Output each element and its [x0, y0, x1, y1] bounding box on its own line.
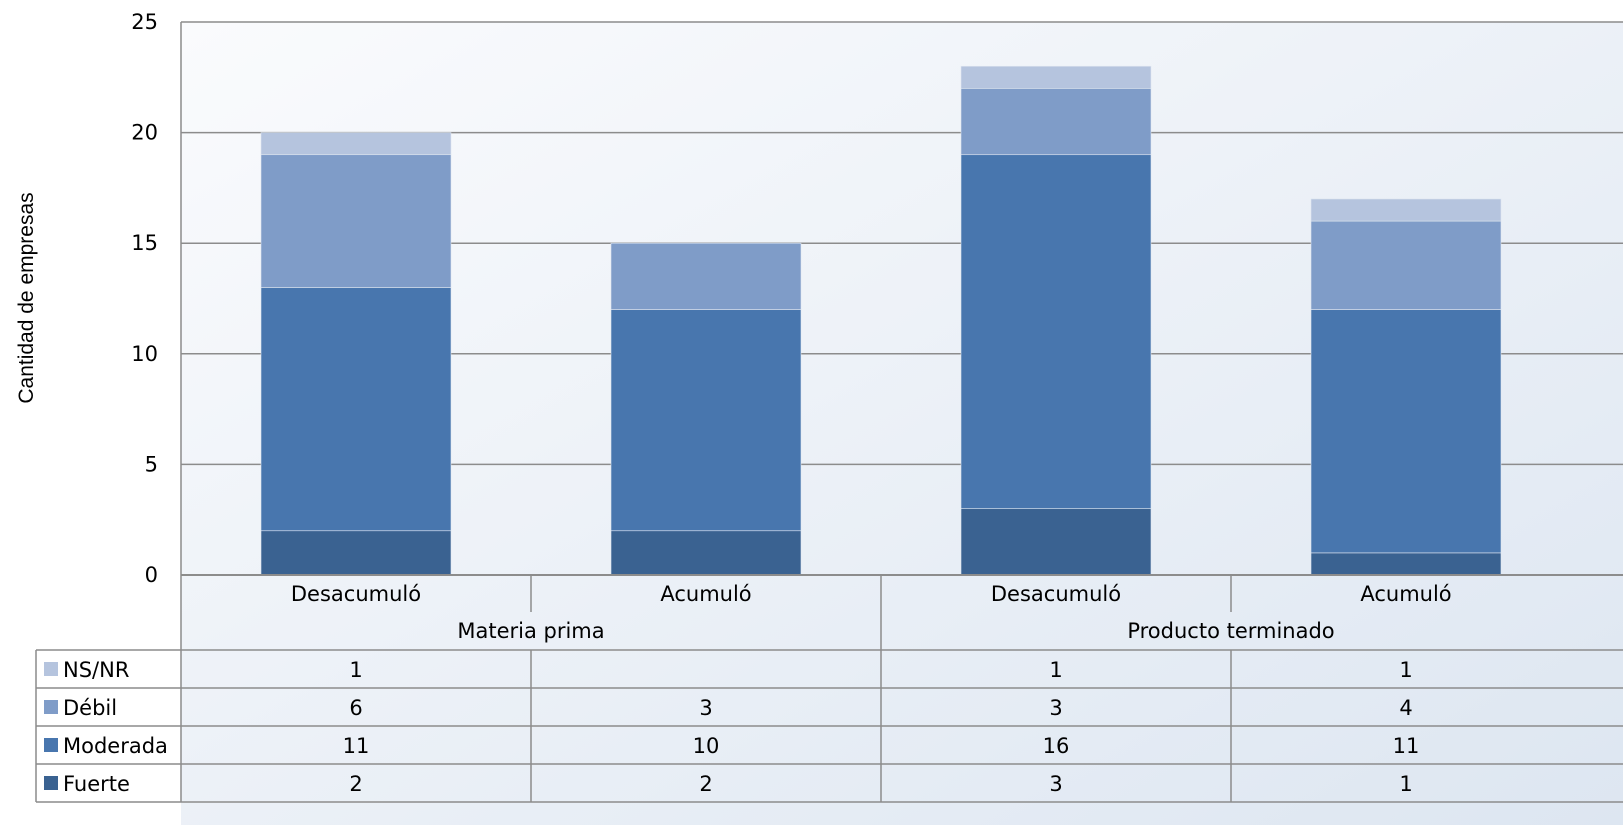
bar-segment-ns-nr [260, 132, 452, 156]
bar-segment-ns-nr [1310, 198, 1502, 222]
x-category-label: Desacumuló [991, 582, 1121, 606]
legend-label-moderada: Moderada [63, 734, 168, 758]
legend-swatch-fuerte [44, 776, 58, 790]
x-group-label: Materia prima [457, 619, 604, 643]
legend-label-ns-nr: NS/NR [63, 658, 129, 682]
bar-segment-moderada [1310, 309, 1502, 554]
y-axis-label: Cantidad de empresas [15, 192, 38, 403]
data-label: 1 [1049, 658, 1062, 682]
data-label: 3 [1049, 696, 1062, 720]
data-label: 1 [1399, 772, 1412, 796]
bars [260, 65, 1502, 576]
legend-label-d-bil: Débil [63, 696, 117, 720]
bar-segment-moderada [960, 154, 1152, 509]
y-tick-label: 25 [131, 10, 158, 34]
data-table: Desacumuló Acumuló Desacumuló Acumuló Materi… [35, 574, 1623, 803]
x-category-label: Acumuló [660, 582, 751, 606]
bar-segment-fuerte [260, 530, 452, 576]
y-tick-label: 15 [131, 231, 158, 255]
data-label: 11 [1393, 734, 1420, 758]
bar-segment-d-bil [610, 242, 802, 310]
data-label: 10 [693, 734, 720, 758]
bar-segment-d-bil [260, 154, 452, 288]
y-tick-label: 5 [145, 452, 158, 476]
y-axis-ticks: 0 5 10 15 20 25 [131, 10, 158, 587]
legend-label-fuerte: Fuerte [63, 772, 130, 796]
bar-segment-moderada [260, 287, 452, 532]
bar-segment-d-bil [1310, 220, 1502, 310]
data-label: 6 [349, 696, 362, 720]
data-label: 1 [349, 658, 362, 682]
y-tick-label: 20 [131, 121, 158, 145]
data-label: 2 [349, 772, 362, 796]
x-category-label: Desacumuló [291, 582, 421, 606]
bar-segment-d-bil [960, 88, 1152, 156]
bar-segment-fuerte [610, 530, 802, 576]
bar-segment-moderada [610, 309, 802, 532]
y-tick-label: 10 [131, 342, 158, 366]
data-label: 2 [699, 772, 712, 796]
data-label: 16 [1043, 734, 1070, 758]
y-tick-label: 0 [145, 563, 158, 587]
data-label: 3 [699, 696, 712, 720]
data-label: 4 [1399, 696, 1412, 720]
x-category-label: Acumuló [1360, 582, 1451, 606]
data-label: 3 [1049, 772, 1062, 796]
legend-swatch-d-bil [44, 700, 58, 714]
legend-swatch-moderada [44, 738, 58, 752]
data-label: 1 [1399, 658, 1412, 682]
legend-swatch-ns-nr [44, 662, 58, 676]
x-group-label: Producto terminado [1127, 619, 1334, 643]
bar-segment-fuerte [1310, 552, 1502, 576]
bar-segment-fuerte [960, 508, 1152, 576]
bar-segment-ns-nr [960, 65, 1152, 89]
data-label: 11 [343, 734, 370, 758]
